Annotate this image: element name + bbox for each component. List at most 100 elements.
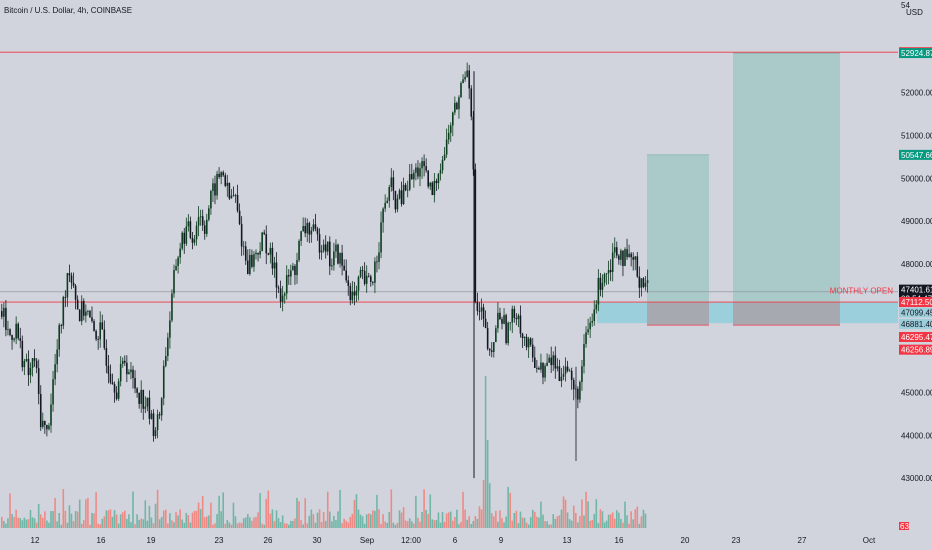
candle-body <box>349 285 352 301</box>
volume-bar <box>468 516 470 528</box>
volume-bar <box>566 512 569 528</box>
candle-body <box>632 257 634 260</box>
candle-body <box>175 265 177 271</box>
volume-bar <box>628 523 630 528</box>
candle-body <box>253 254 255 267</box>
volume-bar <box>324 520 327 528</box>
price-tick-label: 48000.00 <box>901 260 932 269</box>
candle-body <box>201 216 204 226</box>
volume-bar <box>490 513 493 528</box>
candle-body <box>347 280 350 286</box>
volume-bar <box>398 510 401 528</box>
candle-body <box>58 325 60 350</box>
price-tick-label: 49000.00 <box>901 217 932 226</box>
volume-bar <box>152 523 155 528</box>
candle-body <box>222 172 224 176</box>
volume-bar <box>197 502 200 528</box>
volume-bar <box>195 510 198 528</box>
volume-bar <box>445 513 448 528</box>
candle-body <box>171 293 173 321</box>
volume-bar <box>626 515 628 528</box>
candle-body <box>372 281 374 283</box>
volume-bar <box>605 520 608 528</box>
volume-bar <box>357 509 360 528</box>
candle-body <box>249 254 251 274</box>
candle-body <box>507 322 509 344</box>
volume-bar <box>482 480 485 528</box>
volume-bar <box>634 509 637 528</box>
candle-body <box>476 301 479 311</box>
volume-bar <box>97 523 99 528</box>
candle-body <box>107 365 110 374</box>
candle-body <box>445 139 448 155</box>
volume-bar <box>23 517 26 528</box>
price-axis[interactable]: 52000.00 51000.00 50000.00 49000.00 48000.00… <box>899 0 932 550</box>
candle-body <box>427 170 429 187</box>
volume-bar <box>74 511 77 528</box>
volume-bar <box>185 512 188 528</box>
volume-bar <box>365 514 368 528</box>
candle-body <box>501 319 503 324</box>
candle-body <box>529 338 532 345</box>
candle-body <box>517 315 520 320</box>
candle-body <box>72 282 75 286</box>
candle-body <box>19 338 22 341</box>
volume-bar <box>624 501 626 528</box>
candle-body <box>404 184 407 191</box>
candle-body <box>437 173 440 184</box>
price-tag-label: 47099.45 <box>901 308 932 317</box>
volume-bar <box>611 512 614 528</box>
volume-bar <box>93 513 95 528</box>
candle-body <box>640 278 643 288</box>
volume-bar <box>359 514 362 528</box>
candle-body <box>585 332 587 344</box>
price-tick-label: 45000.00 <box>901 389 932 398</box>
volume-bar <box>603 522 606 528</box>
volume-bar <box>144 500 147 528</box>
candle-body <box>296 260 298 276</box>
candle-body <box>5 307 7 330</box>
volume-bar <box>173 522 175 528</box>
volume-bar <box>42 517 44 528</box>
candle-body <box>433 180 436 196</box>
candle-body <box>361 269 364 271</box>
candle-body <box>9 329 11 336</box>
candle-body <box>263 232 265 235</box>
candle-body <box>587 329 589 333</box>
candle-body <box>27 359 30 376</box>
volume-bar <box>76 511 79 528</box>
volume-bar <box>620 518 622 528</box>
candle-body <box>7 329 9 331</box>
volume-bar <box>183 522 186 528</box>
candle-body <box>17 323 19 339</box>
volume-bar <box>64 510 67 528</box>
volume-bar <box>117 523 120 528</box>
volume-bar <box>269 513 272 528</box>
candle-body <box>304 226 306 234</box>
levels-layer: MONTHLY OPEN <box>0 51 898 303</box>
volume-bar <box>408 518 411 528</box>
candle-body <box>425 166 427 171</box>
candle-body <box>234 195 237 196</box>
candle-body <box>390 177 393 188</box>
candle-body <box>386 200 388 203</box>
volume-bar <box>191 512 194 528</box>
candle-body <box>46 424 48 430</box>
candle-body <box>130 369 132 373</box>
time-axis[interactable]: 12 16 19 23 26 30 Sep 12:00 6 9 13 16 20 23 27 Oct <box>31 536 876 545</box>
candle-body <box>3 307 5 317</box>
time-tick-label: Oct <box>863 536 876 545</box>
candle-body <box>447 132 450 140</box>
price-tag-bg <box>899 332 932 343</box>
candle-body <box>1 311 3 317</box>
volume-bar <box>484 376 487 528</box>
candle-body <box>185 226 188 244</box>
volume-bar <box>589 520 591 528</box>
volume-bar <box>68 505 71 528</box>
candle-body <box>591 321 593 323</box>
volume-bar <box>181 519 183 528</box>
volume-bar <box>339 489 341 528</box>
candle-body <box>513 308 516 318</box>
candle-body <box>558 366 561 382</box>
